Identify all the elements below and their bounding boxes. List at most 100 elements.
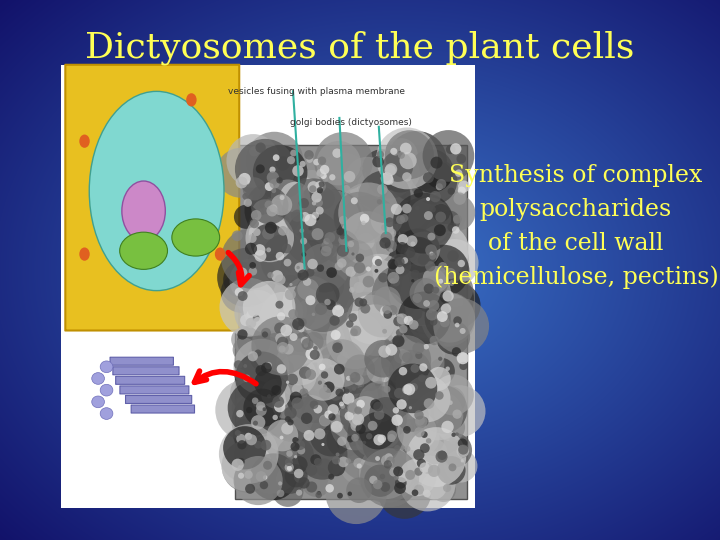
Point: [370, 390, 382, 399]
Point: [298, 250, 310, 259]
Point: [433, 374, 445, 383]
Point: [338, 177, 349, 185]
Point: [289, 451, 301, 460]
Point: [336, 355, 348, 363]
Point: [397, 235, 408, 244]
Point: [246, 435, 257, 444]
Point: [320, 319, 332, 327]
Point: [243, 432, 254, 441]
Point: [252, 418, 264, 427]
Point: [402, 157, 414, 165]
Point: [380, 468, 392, 476]
Point: [413, 485, 425, 494]
Point: [259, 330, 271, 339]
Point: [399, 256, 410, 265]
Point: [428, 438, 440, 447]
Point: [353, 376, 364, 384]
Point: [413, 351, 425, 360]
Point: [386, 346, 397, 354]
Point: [441, 294, 453, 303]
Point: [246, 276, 257, 285]
Point: [436, 180, 447, 188]
Point: [440, 254, 451, 262]
Point: [242, 178, 253, 187]
Point: [317, 202, 328, 211]
Point: [305, 224, 316, 233]
Point: [294, 441, 306, 449]
Point: [317, 450, 328, 459]
Point: [274, 324, 286, 333]
Point: [297, 318, 308, 327]
Point: [248, 157, 259, 165]
Point: [312, 405, 323, 414]
Point: [282, 424, 293, 433]
Point: [243, 406, 255, 414]
Point: [310, 344, 321, 353]
Point: [423, 436, 434, 445]
Point: [343, 374, 354, 383]
Point: [272, 397, 284, 406]
Point: [401, 385, 413, 394]
Point: [287, 330, 299, 339]
Point: [323, 281, 334, 290]
Point: [320, 175, 331, 184]
Point: [310, 388, 321, 397]
Point: [421, 394, 433, 403]
Point: [343, 394, 354, 403]
Point: [414, 433, 426, 441]
Point: [406, 407, 418, 415]
Point: [255, 252, 266, 260]
Point: [347, 249, 359, 258]
Point: [350, 336, 361, 345]
Point: [329, 213, 341, 221]
Point: [246, 319, 257, 327]
Point: [413, 251, 424, 259]
Point: [423, 173, 434, 182]
Point: [275, 312, 287, 321]
Point: [355, 425, 366, 434]
Point: [437, 262, 449, 271]
Point: [349, 254, 361, 262]
Point: [262, 461, 274, 470]
Point: [289, 436, 301, 444]
Point: [375, 441, 387, 450]
Point: [283, 458, 294, 467]
Point: [290, 453, 302, 461]
Point: [354, 462, 365, 470]
Point: [368, 430, 379, 438]
Point: [382, 296, 393, 305]
Point: [373, 435, 384, 444]
Point: [298, 478, 310, 487]
Point: [418, 219, 429, 227]
Point: [409, 488, 420, 497]
Point: [396, 290, 408, 299]
Point: [256, 406, 267, 415]
Ellipse shape: [215, 247, 225, 261]
Point: [348, 188, 360, 197]
Point: [313, 242, 325, 251]
Point: [345, 267, 356, 276]
Point: [402, 353, 413, 362]
Point: [307, 185, 318, 193]
Point: [275, 489, 287, 498]
Point: [337, 228, 348, 237]
Point: [251, 314, 262, 322]
Point: [333, 388, 345, 397]
Point: [308, 338, 320, 346]
Point: [269, 157, 280, 165]
Point: [289, 193, 301, 201]
Point: [416, 289, 428, 298]
Point: [278, 364, 289, 373]
Point: [381, 415, 392, 424]
Ellipse shape: [89, 91, 224, 291]
Point: [320, 359, 332, 368]
Point: [445, 145, 456, 154]
Point: [292, 166, 304, 175]
Point: [301, 202, 312, 211]
Point: [307, 205, 319, 214]
Point: [234, 409, 246, 418]
Point: [298, 199, 310, 207]
Point: [382, 240, 394, 249]
Point: [347, 371, 359, 380]
Point: [239, 346, 251, 354]
